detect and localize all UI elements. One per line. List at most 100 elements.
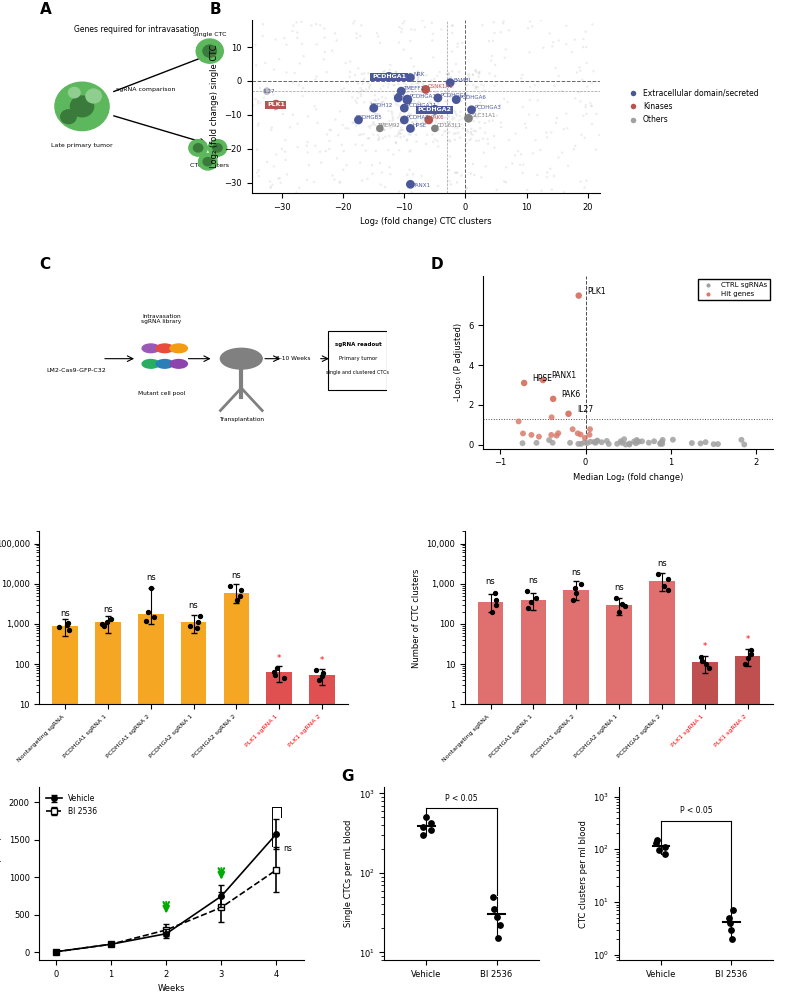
Point bbox=[649, 835, 662, 851]
Point bbox=[577, 31, 589, 47]
Point bbox=[631, 433, 644, 449]
Point bbox=[546, 435, 559, 451]
Point bbox=[449, 104, 462, 120]
Point bbox=[540, 169, 553, 185]
Text: TMEM92: TMEM92 bbox=[377, 123, 400, 128]
Point bbox=[443, 88, 456, 104]
Point bbox=[377, 67, 390, 83]
Point bbox=[301, 172, 313, 188]
Text: ns: ns bbox=[283, 844, 292, 853]
Point bbox=[427, 49, 439, 65]
Point bbox=[451, 116, 463, 132]
Point bbox=[443, 70, 456, 86]
Point bbox=[473, 102, 486, 118]
Point bbox=[409, 112, 422, 128]
Text: PANX1: PANX1 bbox=[413, 183, 431, 188]
Point bbox=[353, 155, 366, 171]
Point bbox=[477, 82, 490, 98]
Point bbox=[451, 108, 463, 124]
Point bbox=[379, 63, 391, 79]
Point bbox=[516, 165, 529, 181]
Point bbox=[696, 653, 709, 669]
Point bbox=[662, 571, 675, 587]
Point bbox=[586, 16, 599, 32]
Point bbox=[372, 111, 384, 127]
Point bbox=[254, 95, 267, 111]
Point bbox=[611, 436, 623, 452]
Point bbox=[739, 656, 751, 672]
Text: sgRNA readout: sgRNA readout bbox=[335, 342, 381, 347]
Point bbox=[383, 159, 396, 175]
Point bbox=[440, 77, 453, 93]
Circle shape bbox=[170, 360, 187, 368]
Point bbox=[192, 614, 204, 630]
Text: ns: ns bbox=[529, 576, 538, 585]
Point bbox=[473, 66, 485, 82]
Text: PAK6: PAK6 bbox=[431, 115, 444, 120]
Point bbox=[404, 33, 417, 49]
Text: CSNK1A1: CSNK1A1 bbox=[428, 84, 453, 89]
Point bbox=[412, 95, 424, 111]
Point bbox=[442, 101, 454, 117]
Point bbox=[403, 144, 416, 160]
Point bbox=[525, 594, 537, 610]
Point bbox=[499, 50, 511, 66]
Point bbox=[463, 69, 476, 85]
Point bbox=[455, 168, 468, 184]
Point bbox=[251, 142, 264, 158]
Point bbox=[279, 132, 292, 148]
Point bbox=[534, 142, 547, 158]
Point bbox=[380, 90, 392, 106]
Point bbox=[458, 89, 471, 105]
Point bbox=[376, 115, 389, 131]
Point bbox=[290, 185, 303, 201]
Point bbox=[234, 588, 246, 604]
Point bbox=[443, 114, 456, 130]
Text: ns: ns bbox=[189, 601, 199, 610]
Text: ns: ns bbox=[60, 609, 70, 618]
Point bbox=[650, 832, 663, 848]
Point bbox=[453, 112, 466, 128]
Point bbox=[533, 429, 545, 445]
Point bbox=[509, 147, 522, 163]
Point bbox=[574, 576, 587, 592]
Point bbox=[659, 846, 671, 862]
Point bbox=[380, 65, 393, 81]
Point bbox=[530, 435, 543, 451]
Point bbox=[483, 33, 495, 49]
Point bbox=[384, 166, 397, 182]
Point bbox=[610, 590, 623, 606]
Point bbox=[636, 433, 649, 449]
Text: *: * bbox=[746, 635, 750, 644]
Point bbox=[435, 21, 447, 37]
Point bbox=[514, 157, 526, 173]
Point bbox=[569, 138, 581, 154]
Point bbox=[379, 74, 391, 90]
Point bbox=[342, 121, 354, 137]
Point bbox=[386, 106, 398, 122]
Point bbox=[373, 106, 386, 122]
Point bbox=[574, 174, 587, 190]
Point bbox=[316, 668, 329, 684]
Point bbox=[376, 71, 389, 87]
Point bbox=[406, 114, 419, 130]
Point bbox=[436, 115, 449, 131]
Point bbox=[448, 132, 461, 148]
Point bbox=[447, 109, 459, 125]
Circle shape bbox=[170, 344, 187, 353]
Point bbox=[252, 93, 264, 109]
Point bbox=[377, 94, 390, 110]
Point bbox=[436, 127, 449, 143]
Point bbox=[359, 142, 372, 158]
Point bbox=[585, 98, 597, 114]
Point bbox=[318, 20, 331, 36]
Point bbox=[581, 435, 593, 451]
Point bbox=[378, 122, 391, 138]
Point bbox=[301, 144, 314, 160]
Y-axis label: Log₂ (fold change) single CTC: Log₂ (fold change) single CTC bbox=[210, 45, 219, 168]
Point bbox=[350, 118, 362, 134]
Text: Transplantation: Transplantation bbox=[219, 417, 264, 422]
Point bbox=[394, 126, 407, 142]
Point bbox=[573, 59, 585, 75]
Point bbox=[482, 136, 495, 152]
